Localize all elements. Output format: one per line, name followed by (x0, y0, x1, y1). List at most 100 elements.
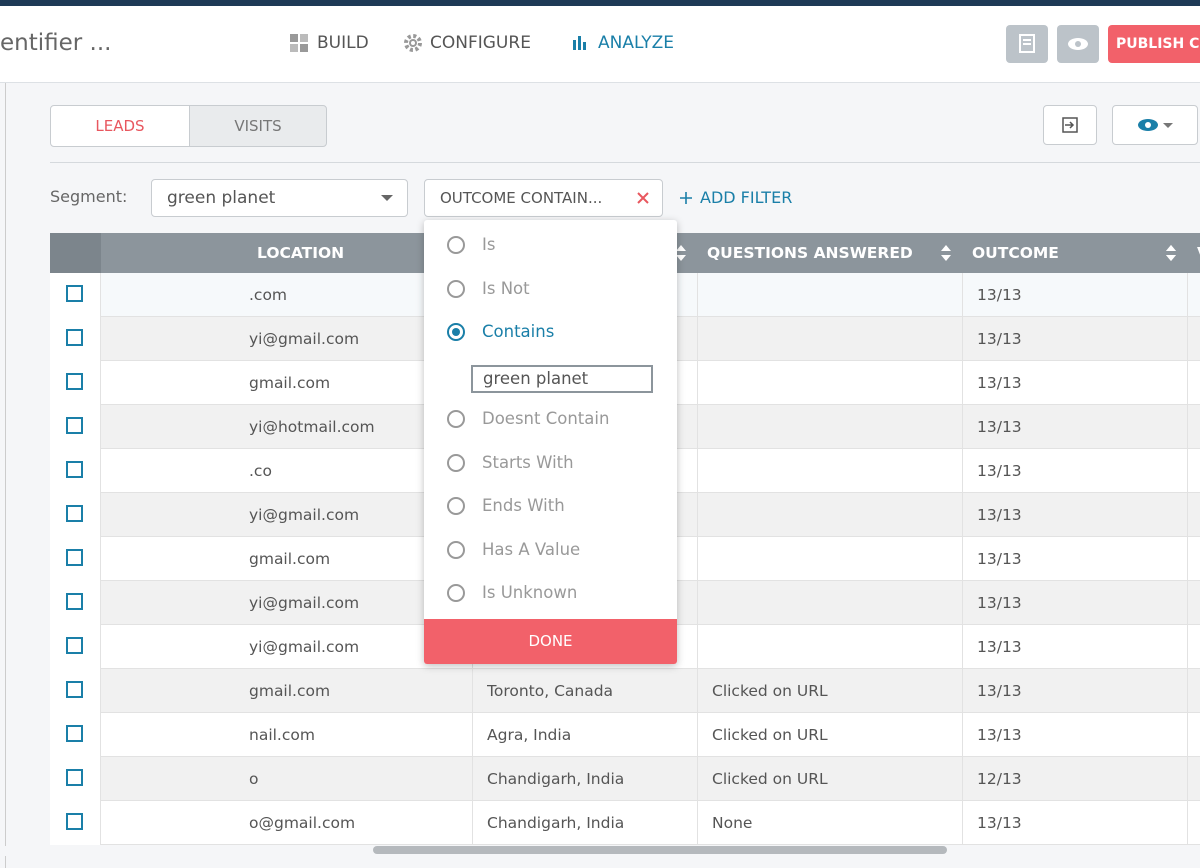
cell-email: o (249, 770, 259, 788)
radio[interactable] (447, 410, 465, 428)
cell-border (962, 757, 963, 801)
checkbox[interactable] (66, 417, 83, 434)
checkbox[interactable] (66, 549, 83, 566)
preview-button[interactable] (1057, 25, 1099, 63)
checkbox[interactable] (66, 593, 83, 610)
filter-dropdown: Is Is Not Contains Doesnt Contain Starts Wit… (424, 220, 677, 664)
radio[interactable] (447, 584, 465, 602)
cell-questions: 13/13 (977, 286, 1022, 304)
option-label[interactable]: Starts With (482, 453, 574, 472)
option-label[interactable]: Is Unknown (482, 583, 578, 602)
radio[interactable] (447, 280, 465, 298)
checkbox[interactable] (66, 681, 83, 698)
cell-location: Toronto, Canada (487, 682, 614, 700)
view-button[interactable] (1112, 105, 1198, 145)
cell-border (472, 669, 473, 713)
cell-border (697, 801, 698, 845)
segment-select[interactable]: green planet (151, 179, 408, 217)
publish-button[interactable]: PUBLISH CH (1108, 25, 1200, 63)
checkbox[interactable] (66, 505, 83, 522)
cell-questions: 13/13 (977, 330, 1022, 348)
table-row (50, 801, 1200, 845)
cell-border (962, 317, 963, 361)
cell-border (697, 493, 698, 537)
checkbox-cell (50, 581, 101, 625)
cell-email: .com (249, 286, 288, 304)
option-label[interactable]: Doesnt Contain (482, 409, 610, 428)
cell-border (472, 757, 473, 801)
cell-location: Chandigarh, India (487, 814, 625, 832)
checkbox-cell (50, 537, 101, 581)
option-label[interactable]: Has A Value (482, 540, 581, 559)
radio[interactable] (447, 323, 465, 341)
cell-border (1187, 449, 1188, 493)
gear-icon (404, 34, 422, 52)
cell-border (1187, 581, 1188, 625)
checkbox[interactable] (66, 285, 83, 302)
sort-icon[interactable] (940, 244, 952, 262)
checkbox[interactable] (66, 769, 83, 786)
cell-border (962, 581, 963, 625)
checkbox[interactable] (66, 461, 83, 478)
cell-border (697, 405, 698, 449)
export-button[interactable] (1043, 105, 1097, 145)
cell-border (697, 713, 698, 757)
checkbox-cell (50, 757, 101, 801)
checkbox-cell (50, 405, 101, 449)
nav-configure[interactable]: CONFIGURE (430, 33, 531, 53)
cell-email: yi@gmail.com (249, 330, 360, 348)
radio[interactable] (447, 236, 465, 254)
cell-border (1187, 317, 1188, 361)
radio[interactable] (447, 541, 465, 559)
checkbox[interactable] (66, 373, 83, 390)
radio-dot (452, 328, 460, 336)
filter-chip[interactable]: OUTCOME CONTAIN... (424, 179, 663, 217)
tab-visits[interactable]: VISITS (189, 105, 327, 147)
cell-questions: 13/13 (977, 726, 1022, 744)
cell-location: Chandigarh, India (487, 770, 625, 788)
column-header[interactable]: LOCATION (257, 244, 345, 262)
column-header[interactable]: QUESTIONS ANSWERED (707, 244, 913, 262)
option-label[interactable]: Ends With (482, 496, 565, 515)
radio[interactable] (447, 497, 465, 515)
cell-border (962, 449, 963, 493)
cell-border (1187, 669, 1188, 713)
cell-email: yi@hotmail.com (249, 418, 375, 436)
cell-location: Agra, India (487, 726, 572, 744)
scrollbar-thumb[interactable] (373, 846, 947, 854)
nav-analyze[interactable]: ANALYZE (598, 33, 674, 53)
cell-border (697, 273, 698, 317)
option-label[interactable]: Is Not (482, 279, 530, 298)
cell-status: None (712, 814, 753, 832)
filter-chip-text: OUTCOME CONTAIN... (440, 189, 603, 207)
cell-border (1187, 625, 1188, 669)
cell-border (1187, 713, 1188, 757)
add-filter[interactable]: ADD FILTER (700, 188, 793, 207)
done-button[interactable]: DONE (424, 619, 677, 664)
cell-email: nail.com (249, 726, 315, 744)
cell-email: gmail.com (249, 374, 331, 392)
column-header[interactable]: V (1197, 233, 1200, 273)
cell-border (697, 757, 698, 801)
nav-build[interactable]: BUILD (317, 33, 369, 53)
tab-leads[interactable]: LEADS (50, 105, 190, 147)
option-label[interactable]: Contains (482, 322, 555, 341)
option-label[interactable]: Is (482, 235, 496, 254)
cell-border (962, 713, 963, 757)
cell-status: Clicked on URL (712, 682, 828, 700)
segment-label: Segment: (50, 187, 128, 206)
sort-icon[interactable] (1165, 244, 1177, 262)
filter-input[interactable]: green planet (471, 365, 653, 393)
chart-icon (573, 36, 586, 50)
sort-icon[interactable] (675, 244, 687, 262)
checkbox[interactable] (66, 637, 83, 654)
cell-border (962, 801, 963, 845)
checkbox[interactable] (66, 329, 83, 346)
checkbox[interactable] (66, 813, 83, 830)
checkbox[interactable] (66, 725, 83, 742)
column-header[interactable]: OUTCOME (972, 244, 1059, 262)
cell-email: yi@gmail.com (249, 506, 360, 524)
pages-button[interactable] (1006, 25, 1048, 63)
radio[interactable] (447, 454, 465, 472)
